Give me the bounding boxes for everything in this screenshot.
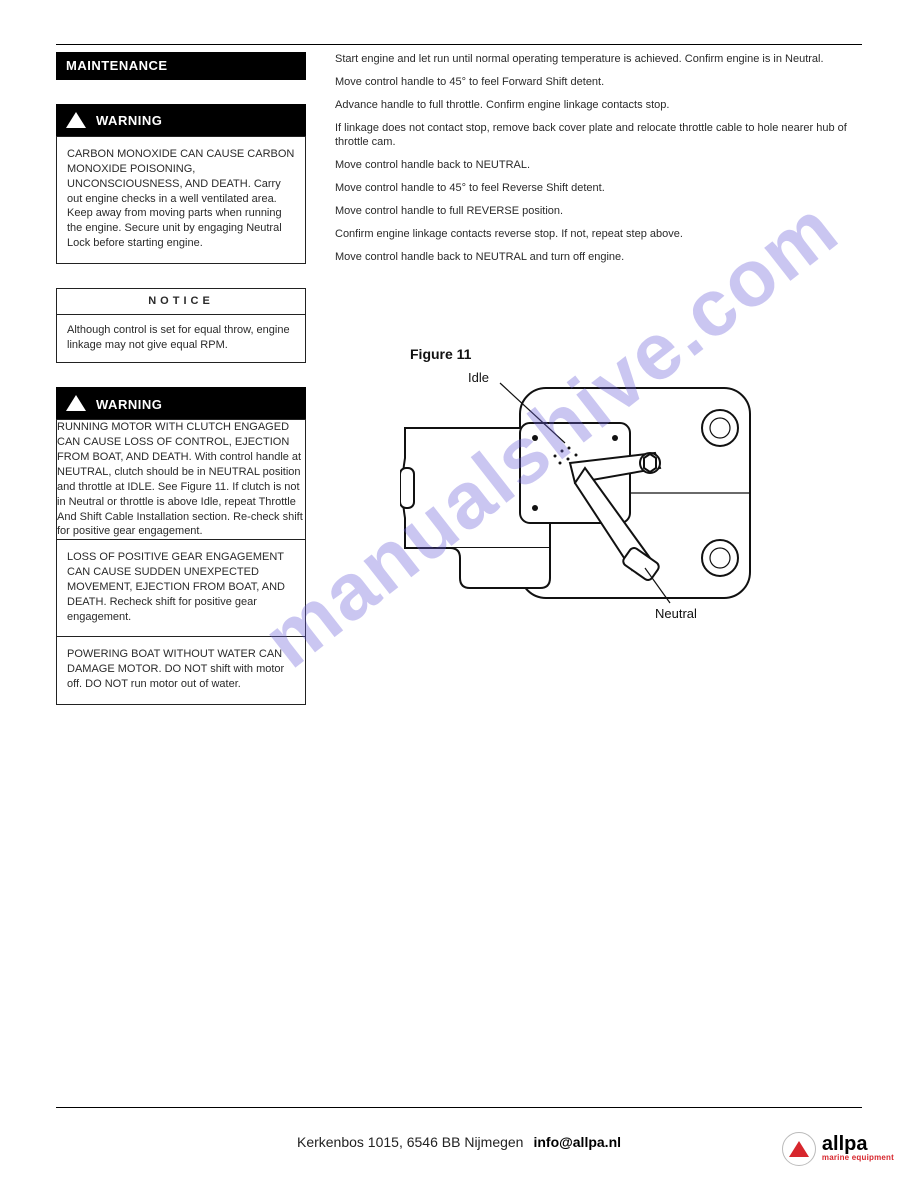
warning-1-body: CARBON MONOXIDE CAN CAUSE CARBON MONOXID… — [67, 147, 295, 251]
notice-label: NOTICE — [57, 289, 305, 315]
right-p2: Move control handle to 45° to feel Forwa… — [335, 75, 855, 90]
footer-address: Kerkenbos 1015, 6546 BB Nijmegen — [297, 1133, 523, 1152]
brand-tagline: marine equipment — [822, 1153, 894, 1164]
warning-2-header: WARNING — [56, 387, 306, 419]
figure-11: Figure 11 — [400, 345, 770, 633]
right-p8: Confirm engine linkage contacts reverse … — [335, 227, 855, 242]
warning-1-body-box: CARBON MONOXIDE CAN CAUSE CARBON MONOXID… — [56, 136, 306, 264]
brand-logo-icon — [782, 1132, 816, 1166]
figure-title: Figure 11 — [410, 345, 770, 364]
warning-2-label: WARNING — [96, 396, 162, 414]
warning-2-box: RUNNING MOTOR WITH CLUTCH ENGAGED CAN CA… — [56, 419, 306, 705]
right-column: Start engine and let run until normal op… — [335, 52, 855, 272]
right-p4: If linkage does not contact stop, remove… — [335, 121, 855, 151]
figure-label-idle: Idle — [468, 370, 489, 385]
section-title: MAINTENANCE — [66, 57, 168, 75]
left-column: MAINTENANCE WARNING CARBON MONOXIDE CAN … — [56, 52, 306, 705]
footer: Kerkenbos 1015, 6546 BB Nijmegen info@al… — [0, 1133, 918, 1152]
warning-triangle-icon — [66, 112, 86, 128]
notice-body: Although control is set for equal throw,… — [67, 323, 295, 353]
notice-box: NOTICE Although control is set for equal… — [56, 288, 306, 364]
warning-2-cell-1: LOSS OF POSITIVE GEAR ENGAGEMENT CAN CAU… — [67, 550, 295, 624]
warning-2-cell-0: RUNNING MOTOR WITH CLUTCH ENGAGED CAN CA… — [57, 420, 305, 539]
figure-label-neutral: Neutral — [655, 606, 697, 621]
right-p1: Start engine and let run until normal op… — [335, 52, 855, 67]
right-p7: Move control handle to full REVERSE posi… — [335, 204, 855, 219]
warning-triangle-icon — [66, 395, 86, 411]
right-p3: Advance handle to full throttle. Confirm… — [335, 98, 855, 113]
warning-2-cell-2: POWERING BOAT WITHOUT WATER CAN DAMAGE M… — [67, 647, 295, 692]
warning-1-label: WARNING — [96, 112, 162, 130]
footer-email[interactable]: info@allpa.nl — [533, 1133, 621, 1152]
section-title-bar: MAINTENANCE — [56, 52, 306, 80]
brand-name: allpa — [822, 1135, 894, 1153]
figure-11-svg: Idle Neutral — [400, 368, 770, 628]
top-rule — [56, 44, 862, 45]
brand-logo: allpa marine equipment — [782, 1132, 894, 1166]
warning-1-header: WARNING — [56, 104, 306, 136]
right-p6: Move control handle to 45° to feel Rever… — [335, 181, 855, 196]
right-p5: Move control handle back to NEUTRAL. — [335, 158, 855, 173]
right-p9: Move control handle back to NEUTRAL and … — [335, 250, 855, 265]
bottom-rule — [56, 1107, 862, 1108]
